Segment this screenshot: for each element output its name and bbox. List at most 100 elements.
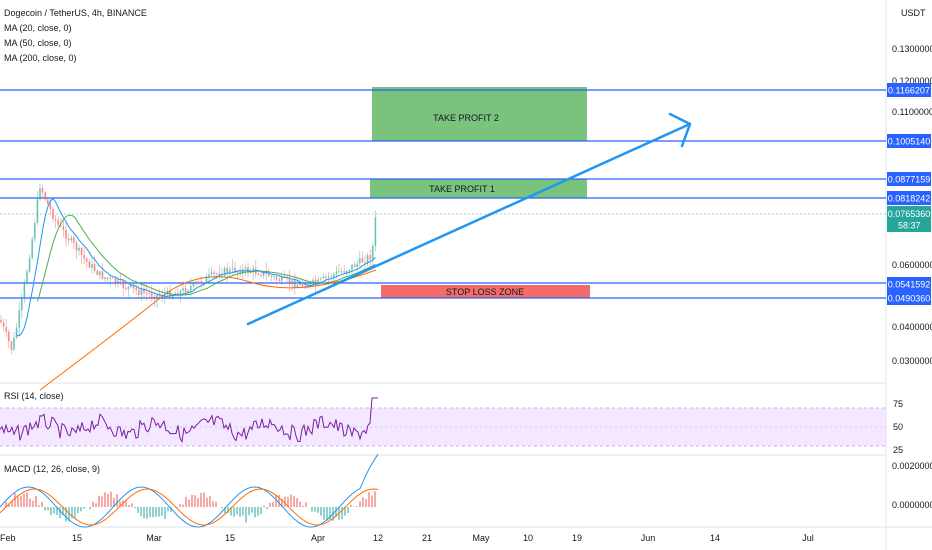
candle-body bbox=[348, 269, 351, 271]
candle-body bbox=[356, 263, 359, 267]
price-axis[interactable]: 0.1300000 0.1200000 0.1100000 0.0600000 … bbox=[892, 44, 932, 366]
candle-body bbox=[228, 269, 231, 274]
macd-histogram-bar bbox=[341, 507, 343, 520]
rsi-line[interactable] bbox=[0, 397, 378, 444]
candle-body bbox=[369, 255, 372, 260]
candle-body bbox=[364, 262, 366, 264]
candle-body bbox=[44, 192, 47, 200]
candle-body bbox=[330, 276, 333, 278]
candle-body bbox=[234, 267, 236, 273]
candle-body bbox=[62, 226, 65, 230]
macd-histogram-bar bbox=[272, 502, 274, 507]
time-axis[interactable]: Feb 15 Mar 15 Apr 12 21 May 10 19 Jun 14… bbox=[0, 533, 814, 543]
macd-histogram-bar bbox=[284, 496, 286, 507]
stop-loss-zone[interactable] bbox=[381, 285, 590, 298]
macd-histogram-bar bbox=[17, 496, 19, 507]
macd-histogram-bar bbox=[113, 497, 115, 507]
macd-histogram-bar bbox=[314, 507, 316, 512]
candle-body bbox=[148, 292, 151, 294]
take-profit-2-zone[interactable] bbox=[372, 87, 587, 141]
macd-histogram-bar bbox=[140, 507, 142, 517]
macd-histogram-bar bbox=[167, 507, 169, 512]
candle-body bbox=[322, 276, 325, 279]
rsi-pane[interactable]: RSI (14, close) 75 50 25 bbox=[0, 391, 903, 455]
macd-histogram-bar bbox=[224, 507, 226, 514]
macd-histogram-bar bbox=[131, 503, 133, 507]
macd-histogram-bar bbox=[248, 507, 250, 516]
current-price-label: 0.0765360 bbox=[888, 209, 931, 219]
candle-body bbox=[57, 220, 60, 225]
level-label-1: 0.1005140 bbox=[888, 137, 931, 147]
macd-histogram-bar bbox=[134, 507, 136, 509]
candle-body bbox=[174, 293, 177, 295]
time-tick: 21 bbox=[422, 533, 432, 543]
ma50-legend[interactable]: MA (50, close, 0) bbox=[4, 38, 72, 48]
ma50-line[interactable] bbox=[36, 214, 376, 302]
macd-histogram-bar bbox=[104, 492, 106, 507]
macd-histogram-bar bbox=[74, 507, 76, 518]
candle-body bbox=[140, 289, 143, 295]
candle-body bbox=[275, 275, 278, 280]
macd-histogram-bar bbox=[296, 498, 298, 507]
time-tick: 14 bbox=[710, 533, 720, 543]
level-label-5: 0.0490360 bbox=[888, 294, 931, 304]
macd-histogram-bar bbox=[29, 498, 31, 507]
candles-layer[interactable] bbox=[0, 183, 377, 355]
macd-histogram-bar bbox=[188, 499, 190, 507]
trend-arrow[interactable] bbox=[246, 112, 692, 326]
macd-histogram-bar bbox=[227, 507, 229, 513]
level-label-2: 0.0877159 bbox=[888, 175, 931, 185]
candle-body bbox=[98, 271, 101, 275]
macd-series[interactable] bbox=[0, 454, 379, 528]
macd-histogram-bar bbox=[197, 498, 199, 507]
ma20-legend[interactable]: MA (20, close, 0) bbox=[4, 23, 72, 33]
macd-histogram-bar bbox=[311, 507, 313, 512]
ma200-legend[interactable]: MA (200, close, 0) bbox=[4, 53, 77, 63]
rsi-legend[interactable]: RSI (14, close) bbox=[4, 391, 64, 401]
candle-body bbox=[166, 290, 169, 295]
macd-histogram-bar bbox=[80, 507, 82, 512]
macd-pane[interactable]: MACD (12, 26, close, 9) 0.0020000 0.0000… bbox=[0, 454, 932, 528]
candle-body bbox=[171, 294, 174, 299]
take-profit-2-label: TAKE PROFIT 2 bbox=[433, 113, 499, 123]
candle-body bbox=[153, 296, 156, 299]
take-profit-1-zone[interactable] bbox=[370, 179, 587, 198]
candle-body bbox=[2, 322, 5, 327]
candle-body bbox=[304, 285, 307, 289]
symbol-title[interactable]: Dogecoin / TetherUS, 4h, BINANCE bbox=[4, 8, 147, 18]
candle-body bbox=[301, 283, 304, 286]
candle-body bbox=[312, 279, 314, 282]
candle-body bbox=[124, 288, 127, 289]
rsi-band bbox=[0, 408, 886, 446]
macd-histogram-bar bbox=[143, 507, 145, 519]
macd-histogram-bar bbox=[236, 507, 238, 515]
candle-body bbox=[273, 275, 275, 277]
candle-body bbox=[26, 271, 28, 283]
macd-histogram-bar bbox=[137, 507, 139, 513]
ma20-line[interactable] bbox=[16, 197, 376, 337]
macd-histogram-bar bbox=[281, 498, 283, 507]
candle-body bbox=[93, 264, 96, 271]
macd-histogram-bar bbox=[251, 507, 253, 513]
macd-histogram-bar bbox=[116, 494, 118, 507]
macd-histogram-bar bbox=[23, 493, 25, 507]
candle-body bbox=[189, 285, 192, 291]
macd-histogram-bar bbox=[266, 507, 268, 510]
macd-histogram-bar bbox=[323, 507, 325, 520]
macd-histogram-bar bbox=[203, 492, 205, 507]
candle-body bbox=[137, 290, 140, 295]
candle-body bbox=[252, 268, 255, 272]
macd-histogram-bar bbox=[152, 507, 154, 518]
candle-body bbox=[345, 270, 348, 273]
candle-body bbox=[236, 270, 239, 273]
candle-body bbox=[223, 268, 226, 276]
macd-legend[interactable]: MACD (12, 26, close, 9) bbox=[4, 464, 100, 474]
price-tick: 0.0400000 bbox=[892, 322, 932, 332]
macd-histogram-bar bbox=[368, 492, 370, 507]
candle-body bbox=[218, 273, 221, 276]
chart-header: Dogecoin / TetherUS, 4h, BINANCE MA (20,… bbox=[4, 8, 926, 63]
time-tick: 19 bbox=[572, 533, 582, 543]
macd-histogram-bar bbox=[212, 501, 214, 507]
macd-histogram-bar bbox=[230, 507, 232, 516]
